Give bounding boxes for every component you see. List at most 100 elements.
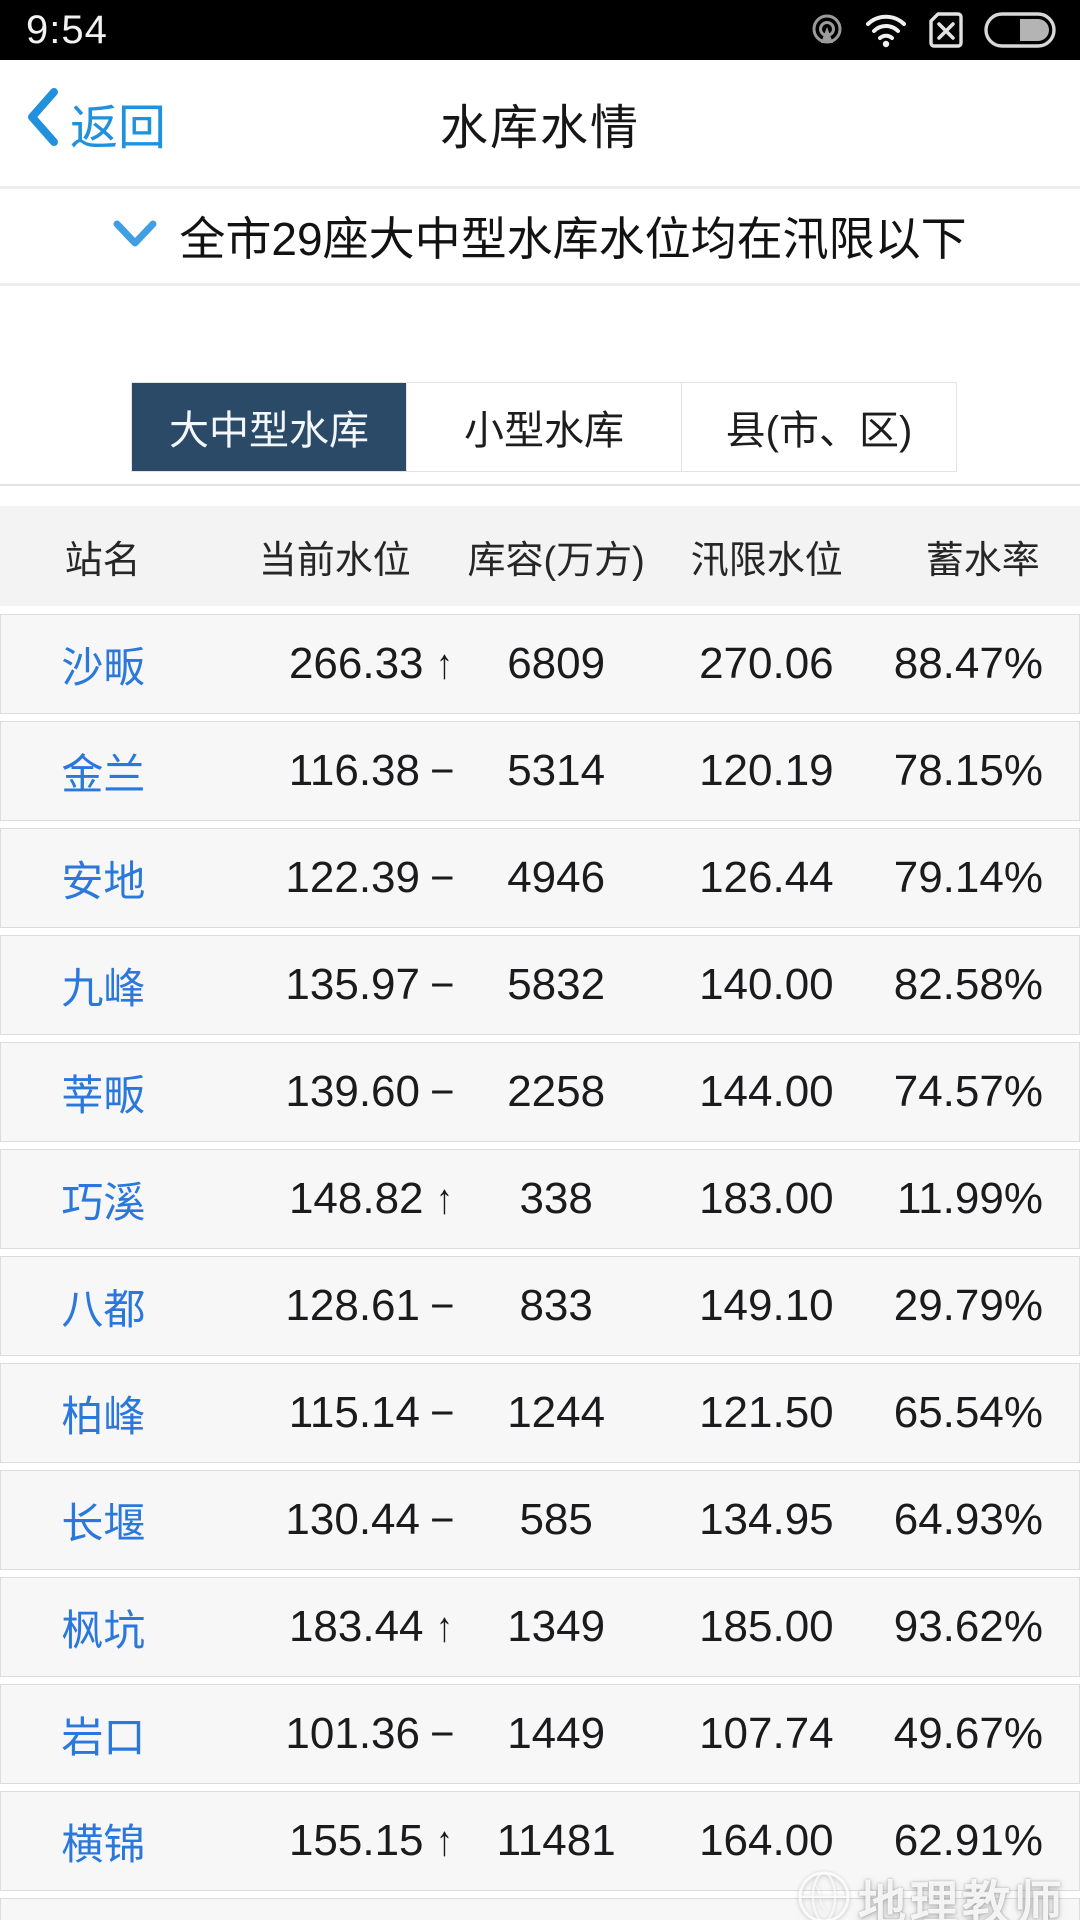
capacity-cell: 585	[519, 1495, 593, 1544]
current-level-value: 183.44	[288, 1602, 424, 1651]
column-header: 蓄水率	[925, 539, 1040, 582]
status-icons	[808, 10, 1080, 50]
table-row[interactable]: 八都 128.61 − 833 149.10 29.79%	[0, 1256, 1080, 1356]
current-level-value: 130.44	[285, 1495, 420, 1544]
storage-rate-cell: 78.15%	[893, 746, 1043, 795]
capacity-cell: 2258	[507, 1067, 606, 1116]
tab-1[interactable]: 小型水库	[407, 383, 682, 471]
back-button[interactable]: 返回	[26, 60, 166, 186]
storage-rate-cell: 88.47%	[893, 639, 1043, 688]
trend-icon: ↑	[435, 1603, 453, 1650]
capacity-cell: 11481	[496, 1816, 616, 1865]
column-header: 站名	[64, 539, 141, 582]
storage-rate-cell: 11.99%	[897, 1174, 1043, 1223]
flood-limit-cell: 140.00	[699, 960, 834, 1009]
table-row[interactable]: 安地 122.39 − 4946 126.44 79.14%	[0, 828, 1080, 928]
station-name-link[interactable]: 金兰	[61, 750, 146, 798]
nav-bar: 返回 水库水情	[0, 60, 1080, 189]
current-level-value: 115.14	[288, 1388, 420, 1437]
current-level-cell: 135.97 −	[206, 960, 465, 1010]
station-name-link[interactable]: 横锦	[61, 1820, 146, 1868]
table-row[interactable]	[0, 1898, 1080, 1920]
station-name-link[interactable]: 岩口	[61, 1713, 146, 1761]
table-row[interactable]: 金兰 116.38 − 5314 120.19 78.15%	[0, 721, 1080, 821]
back-button-label: 返回	[70, 102, 167, 155]
capacity-cell: 833	[519, 1281, 593, 1330]
flood-limit-cell: 121.50	[699, 1388, 834, 1437]
trend-icon: −	[430, 1389, 455, 1436]
trend-icon: −	[430, 961, 455, 1008]
table-row[interactable]: 沙畈 266.33 ↑ 6809 270.06 88.47%	[0, 614, 1080, 714]
trend-icon: −	[430, 854, 455, 901]
table-row[interactable]: 长堰 130.44 − 585 134.95 64.93%	[0, 1470, 1080, 1570]
column-header: 汛限水位	[690, 539, 843, 582]
table-header-row: 站名 当前水位 库容(万方) 汛限水位 蓄水率	[0, 506, 1080, 606]
capacity-cell: 1244	[507, 1388, 606, 1437]
current-level-cell: 266.33 ↑	[206, 639, 465, 689]
wifi-icon	[864, 12, 908, 48]
table-row[interactable]: 枫坑 183.44 ↑ 1349 185.00 93.62%	[0, 1577, 1080, 1677]
tab-0[interactable]: 大中型水库	[132, 383, 407, 471]
capacity-cell: 1349	[507, 1602, 606, 1651]
trend-icon: ↑	[435, 1175, 453, 1222]
current-level-cell: 128.61 −	[206, 1281, 465, 1331]
current-level-cell: 116.38 −	[206, 746, 465, 796]
current-level-cell: 155.15 ↑	[206, 1816, 465, 1866]
flood-limit-cell: 107.74	[699, 1709, 834, 1758]
flood-limit-cell: 185.00	[699, 1602, 834, 1651]
station-name-link[interactable]: 巧溪	[61, 1178, 146, 1226]
station-name-link[interactable]: 安地	[61, 857, 146, 905]
table-row[interactable]: 莘畈 139.60 − 2258 144.00 74.57%	[0, 1042, 1080, 1142]
column-header: 当前水位	[258, 539, 411, 582]
storage-rate-cell: 29.79%	[893, 1281, 1043, 1330]
current-level-cell: 115.14 −	[206, 1388, 465, 1438]
reservoir-table: 站名 当前水位 库容(万方) 汛限水位 蓄水率 沙畈 266.33 ↑ 6809 270…	[0, 486, 1080, 1920]
notice-banner[interactable]: 全市29座大中型水库水位均在汛限以下	[0, 189, 1080, 286]
battery-icon	[984, 12, 1058, 48]
trend-icon: ↑	[435, 640, 453, 687]
capacity-cell: 5314	[507, 746, 606, 795]
tab-2[interactable]: 县(市、区)	[682, 383, 956, 471]
capacity-cell: 6809	[507, 639, 606, 688]
table-row[interactable]: 横锦 155.15 ↑ 11481 164.00 62.91%	[0, 1791, 1080, 1891]
trend-icon: −	[430, 1496, 455, 1543]
current-level-value: 122.39	[285, 853, 420, 902]
flood-limit-cell: 144.00	[699, 1067, 834, 1116]
current-level-cell: 122.39 −	[206, 853, 465, 903]
capacity-cell: 338	[519, 1174, 593, 1223]
current-level-value: 116.38	[288, 746, 420, 795]
station-name-link[interactable]: 八都	[61, 1285, 146, 1333]
current-level-cell: 183.44 ↑	[206, 1602, 465, 1652]
flood-limit-cell: 120.19	[699, 746, 834, 795]
current-level-value: 135.97	[285, 960, 420, 1009]
table-row[interactable]: 巧溪 148.82 ↑ 338 183.00 11.99%	[0, 1149, 1080, 1249]
current-level-value: 128.61	[285, 1281, 420, 1330]
station-name-link[interactable]: 沙畈	[61, 643, 146, 691]
chevron-down-icon	[113, 220, 157, 253]
chevron-left-icon	[26, 88, 60, 158]
trend-icon: ↑	[435, 1817, 453, 1864]
current-level-value: 148.82	[288, 1174, 424, 1223]
table-row[interactable]: 岩口 101.36 − 1449 107.74 49.67%	[0, 1684, 1080, 1784]
station-name-link[interactable]: 枫坑	[61, 1606, 146, 1654]
storage-rate-cell: 79.14%	[893, 853, 1043, 902]
tab-section: 大中型水库 小型水库 县(市、区)	[0, 286, 1080, 486]
station-name-link[interactable]: 莘畈	[61, 1071, 146, 1119]
storage-rate-cell: 82.58%	[893, 960, 1043, 1009]
current-level-value: 155.15	[288, 1816, 424, 1865]
storage-rate-cell: 74.57%	[893, 1067, 1043, 1116]
table-row[interactable]: 柏峰 115.14 − 1244 121.50 65.54%	[0, 1363, 1080, 1463]
column-header: 库容(万方)	[467, 539, 645, 582]
station-name-link[interactable]: 柏峰	[61, 1392, 146, 1440]
station-name-link[interactable]: 九峰	[61, 964, 146, 1012]
clock: 9:54	[26, 7, 108, 52]
flood-limit-cell: 183.00	[699, 1174, 834, 1223]
table-row[interactable]: 九峰 135.97 − 5832 140.00 82.58%	[0, 935, 1080, 1035]
storage-rate-cell: 64.93%	[893, 1495, 1043, 1544]
current-level-cell: 101.36 −	[206, 1709, 465, 1759]
sim-missing-icon	[926, 10, 966, 50]
status-bar: 9:54	[0, 0, 1080, 60]
capacity-cell: 5832	[507, 960, 606, 1009]
station-name-link[interactable]: 长堰	[61, 1499, 146, 1547]
